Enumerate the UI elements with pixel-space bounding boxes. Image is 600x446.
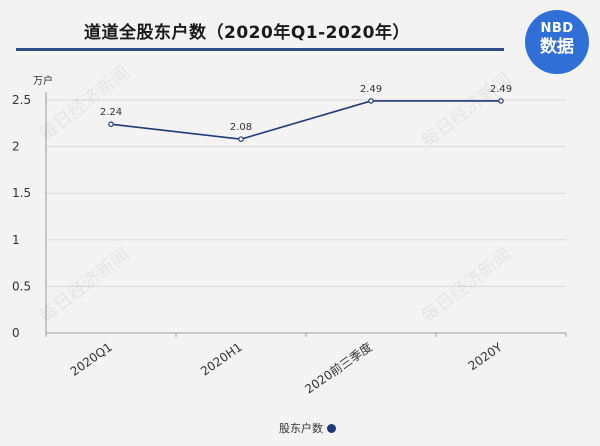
- axes: [45, 92, 567, 337]
- legend-label: 股东户数: [279, 422, 323, 435]
- y-tick-label: 1.5: [12, 186, 31, 200]
- data-point: [498, 98, 504, 104]
- y-tick-label: 2: [12, 140, 20, 154]
- logo-nbd-text: NBD: [540, 21, 574, 36]
- title-underline: [16, 48, 504, 51]
- watermark-text: 每日经济新闻: [418, 244, 516, 327]
- data-labels: 2.24 2.08 2.49 2.49: [100, 84, 512, 133]
- series-line: [110, 100, 501, 140]
- y-tick-label: 2.5: [12, 93, 31, 107]
- y-unit-label: 万户: [33, 74, 53, 87]
- y-tick-label: 0: [12, 326, 20, 340]
- legend: 股东户数: [279, 420, 336, 436]
- data-label: 2.49: [360, 84, 382, 95]
- x-tick-label: 2020Q1: [68, 340, 115, 379]
- legend-marker: [327, 423, 336, 433]
- watermark-text: 每日经济新闻: [36, 62, 134, 145]
- data-point: [108, 121, 114, 128]
- logo-sub-text: 数据: [540, 37, 574, 57]
- data-point: [238, 136, 244, 142]
- y-tick-label: 0.5: [12, 279, 31, 293]
- data-label: 2.49: [490, 84, 512, 95]
- chart-title: 道道全股东户数（2020年Q1-2020年）: [84, 23, 410, 43]
- x-tick-label: 2020前三季度: [302, 339, 375, 396]
- grid-lines: [46, 99, 566, 287]
- x-tick-label: 2020H1: [198, 340, 245, 379]
- watermark-text: 每日经济新闻: [36, 244, 134, 327]
- y-tick-label: 1: [12, 233, 20, 247]
- x-tick-label: 2020Y: [466, 340, 506, 374]
- series-layer: [108, 98, 504, 142]
- data-label: 2.24: [100, 107, 122, 118]
- tick-labels: 0 0.5 1 1.5 2 2.5万户 2020Q1 2020H1 2020前三季度 2020Y: [12, 74, 505, 397]
- data-point: [368, 98, 374, 104]
- nbd-logo: NBD 数据: [525, 10, 589, 74]
- watermark-text: 每日经济新闻: [418, 69, 516, 152]
- data-label: 2.08: [230, 122, 252, 133]
